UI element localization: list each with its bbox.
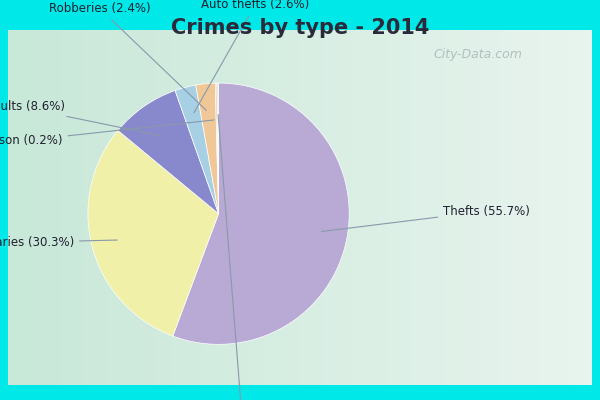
- Text: Assaults (8.6%): Assaults (8.6%): [0, 100, 162, 136]
- Wedge shape: [175, 85, 218, 214]
- Text: Burglaries (30.3%): Burglaries (30.3%): [0, 236, 118, 249]
- Wedge shape: [118, 90, 218, 214]
- Wedge shape: [196, 83, 218, 214]
- Wedge shape: [88, 130, 218, 336]
- Text: Robberies (2.4%): Robberies (2.4%): [49, 2, 206, 110]
- Text: Arson (0.2%): Arson (0.2%): [0, 120, 214, 147]
- Text: City-Data.com: City-Data.com: [433, 48, 522, 61]
- Text: Crimes by type - 2014: Crimes by type - 2014: [171, 18, 429, 38]
- Wedge shape: [215, 83, 218, 214]
- Wedge shape: [217, 83, 218, 214]
- Wedge shape: [173, 83, 349, 344]
- Text: Auto thefts (2.6%): Auto thefts (2.6%): [194, 0, 309, 113]
- Text: Murders (0.2%): Murders (0.2%): [197, 114, 287, 400]
- Text: Thefts (55.7%): Thefts (55.7%): [322, 204, 530, 232]
